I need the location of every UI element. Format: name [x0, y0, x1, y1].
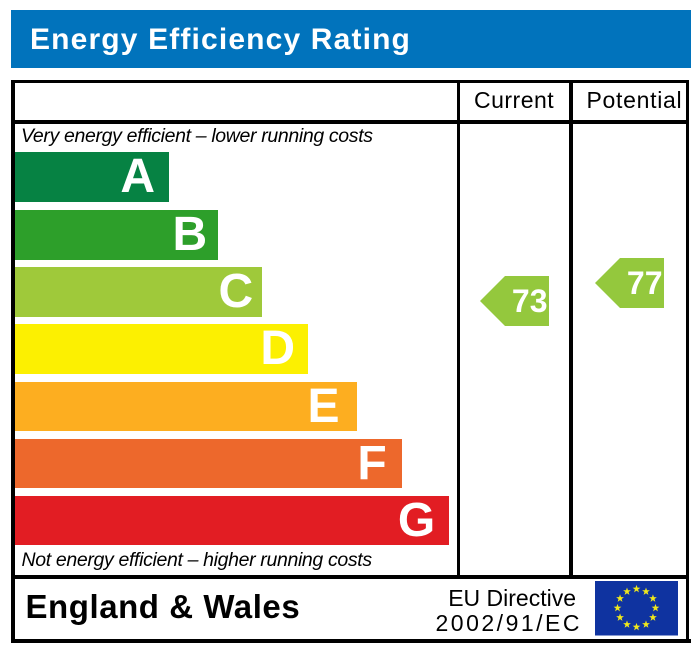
svg-text:73: 73 [512, 283, 548, 319]
svg-text:77: 77 [627, 265, 663, 301]
